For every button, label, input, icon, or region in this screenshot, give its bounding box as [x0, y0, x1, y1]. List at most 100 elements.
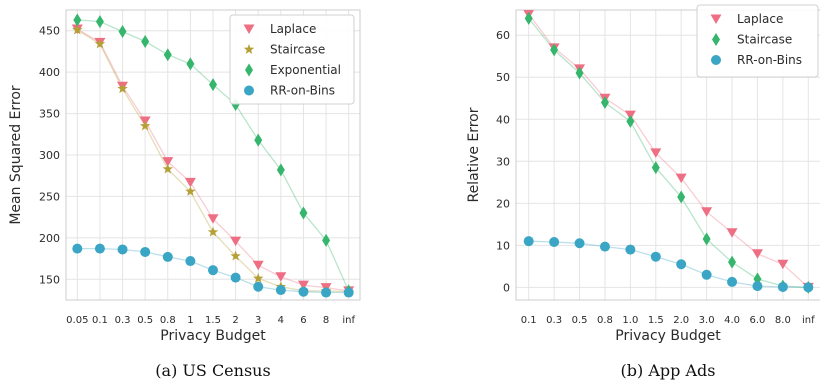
chart-2-legend-staircase-marker — [712, 33, 720, 46]
chart-2-series-rr-on-bins-point-3-0 — [701, 269, 712, 280]
chart-1-series-staircase-point-0-5 — [139, 120, 151, 131]
chart-2-series-staircase-point-1-0 — [626, 114, 635, 128]
chart-1-xtick-0-8: 0.8 — [160, 315, 176, 326]
chart-2-legend-rr-on-bins-marker — [711, 55, 721, 65]
chart-1-legend-rr-on-bins-label: RR-on-Bins — [270, 84, 335, 98]
chart-1-ytick-250: 250 — [39, 190, 60, 203]
chart-2-xtick-6-0: 6.0 — [750, 315, 766, 326]
chart-1-series-rr-on-bins-point-0-8 — [162, 251, 173, 262]
chart-2-ytick-30: 30 — [496, 155, 510, 168]
chart-2-xtick-inf: inf — [802, 315, 815, 326]
chart-2-series-staircase-point-0-1 — [524, 11, 533, 25]
chart-2-series-laplace-point-1-5 — [650, 148, 662, 158]
chart-1-xtick-6: 6 — [300, 315, 306, 326]
chart-1-frame — [65, 9, 361, 301]
chart-1-xtick-8: 8 — [323, 315, 329, 326]
chart-2-xtick-1-0: 1.0 — [622, 315, 638, 326]
chart-1-series-rr-on-bins-point-6 — [298, 286, 309, 297]
chart-1-ytick-450: 450 — [39, 25, 60, 38]
chart-1-series-staircase-point-0-05 — [72, 24, 83, 35]
chart-1-legend-exponential-label: Exponential — [270, 63, 341, 77]
chart-1-xtick-4: 4 — [278, 315, 284, 326]
chart-2-ytick-10: 10 — [496, 239, 510, 252]
chart-2-series-rr-on-bins-point-4-0 — [727, 276, 738, 287]
chart-1-series-rr-on-bins-point-1-5 — [208, 265, 218, 276]
chart-2-xtick-8-0: 8.0 — [775, 315, 791, 326]
chart-1-series-laplace-point-1-5 — [207, 214, 219, 224]
chart-1-series-rr-on-bins-point-2 — [230, 272, 241, 283]
chart-2-series-rr-on-bins-point-6-0 — [752, 281, 763, 292]
chart-1: 150 200 250 300 350 400 450 0.05 0.1 0.3 0.5 0.8 1 1.… — [8, 9, 361, 380]
chart-2-ytick-0: 0 — [503, 281, 510, 294]
chart-1-xtick-inf: inf — [342, 315, 355, 326]
chart-1-series-laplace-point-3 — [252, 260, 264, 271]
chart-2: 0 10 20 30 40 50 60 0.1 0.3 0.5 0.8 1.0 1.5 2.0 3.0 4.0… — [466, 4, 820, 380]
chart-2-series-staircase-line — [528, 17, 809, 289]
chart-2-series-rr-on-bins-point-8-0 — [777, 281, 788, 292]
chart-1-series-exponential-point-1 — [186, 57, 195, 71]
chart-1-series-staircase-point-0-8 — [162, 163, 173, 174]
chart-2-xtick-0-3: 0.3 — [546, 315, 562, 326]
chart-2-xtick-0-8: 0.8 — [597, 315, 613, 326]
chart-1-series-exponential-point-1-5 — [209, 78, 217, 92]
chart-1-series-staircase-point-1 — [185, 185, 196, 196]
chart-1-legend-laplace-marker — [243, 24, 255, 34]
chart-2-series-layer — [523, 10, 814, 294]
chart-1-series-exponential-point-0-05 — [73, 13, 82, 27]
chart-1-xtick-1-5: 1.5 — [205, 315, 221, 326]
chart-2-legend-box — [696, 4, 819, 78]
chart-2-ytick-50: 50 — [496, 71, 510, 84]
chart-1-series-exponential-point-6 — [299, 206, 308, 220]
chart-1-series-laplace-point-1 — [184, 177, 196, 188]
chart-2-series-rr-on-bins-point-0-8 — [599, 241, 610, 252]
chart-2-xtick-0-1: 0.1 — [521, 315, 537, 326]
chart-1-series-rr-on-bins-point-4 — [275, 285, 286, 296]
chart-2-series-staircase-point-0-3 — [550, 43, 559, 57]
chart-2-xtick-2-0: 2.0 — [673, 315, 689, 326]
chart-1-series-laplace-point-6 — [297, 280, 309, 291]
chart-2-legend-staircase-label: Staircase — [737, 33, 792, 47]
chart-1-ytick-300: 300 — [39, 149, 60, 162]
chart-1-caption: (a) US Census — [155, 361, 270, 380]
chart-2-xtick-0-5: 0.5 — [572, 315, 588, 326]
chart-2-series-rr-on-bins-point-1-5 — [650, 251, 661, 262]
chart-1-series-exponential-point-8 — [322, 233, 331, 247]
chart-1-series-laplace-point-0-8 — [162, 157, 174, 167]
chart-1-series-rr-on-bins-point-inf — [343, 287, 354, 298]
chart-1-series-rr-on-bins-point-0-05 — [72, 243, 83, 254]
chart-2-series-laplace-point-8-0 — [777, 259, 789, 270]
chart-2-series-staircase-point-0-8 — [600, 95, 609, 109]
chart-1-xtick-3: 3 — [255, 315, 261, 326]
chart-2-series-staircase-point-3-0 — [702, 232, 711, 246]
chart-2-ytick-40: 40 — [496, 113, 510, 126]
chart-2-series-rr-on-bins-point-0-3 — [549, 237, 560, 247]
chart-1-ylabel: Mean Squared Error — [8, 85, 24, 225]
chart-1-xlabel: Privacy Budget — [160, 328, 266, 344]
chart-2-ytick-20: 20 — [496, 197, 510, 210]
chart-1-xtick-1: 1 — [187, 315, 193, 326]
chart-1-series-rr-on-bins-point-0-3 — [117, 244, 128, 255]
chart-2-series-rr-on-bins-point-0-1 — [523, 236, 534, 247]
chart-1-legend: Laplace Staircase Exponential RR-on-Bins — [229, 14, 355, 105]
chart-2-caption: (b) App Ads — [621, 361, 716, 380]
chart-1-series-laplace-point-4 — [275, 272, 287, 282]
chart-1-series-exponential-point-4 — [276, 163, 285, 177]
chart-1-series-exponential-point-0-3 — [118, 25, 127, 39]
chart-2-series-staircase-point-4-0 — [728, 255, 737, 269]
chart-1-legend-staircase-marker — [243, 44, 255, 54]
chart-2-series-laplace-point-2-0 — [675, 173, 687, 184]
chart-2-series-rr-on-bins-point-1-0 — [625, 244, 636, 255]
chart-2-legend-laplace-marker — [710, 14, 722, 24]
chart-1-series-staircase-point-0-3 — [117, 83, 128, 94]
chart-2-series-rr-on-bins-point-inf — [803, 282, 814, 293]
chart-2-legend-laplace-label: Laplace — [737, 12, 783, 26]
chart-2-xtick-3-0: 3.0 — [699, 315, 715, 326]
chart-1-series-staircase-point-1-5 — [207, 226, 219, 237]
chart-2-frame — [515, 9, 820, 301]
chart-1-series-staircase-point-0-1 — [94, 38, 106, 49]
chart-1-series-exponential-point-3 — [254, 133, 263, 147]
chart-2-xlabel: Privacy Budget — [615, 328, 721, 344]
chart-1-ytick-400: 400 — [39, 66, 60, 79]
chart-1-xtick-0-05: 0.05 — [66, 315, 88, 326]
